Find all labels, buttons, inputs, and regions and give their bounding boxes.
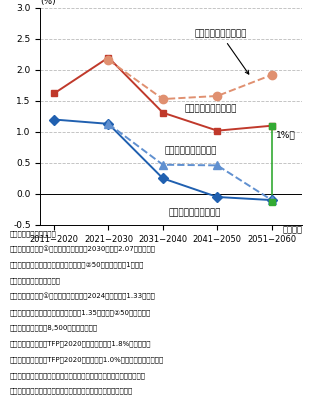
Text: 人口安定：①合計特殊出生率は、2030年度に2.07に上昇し、: 人口安定：①合計特殊出生率は、2030年度に2.07に上昇し、 (9, 246, 155, 253)
Text: 資料）　経済財政諮問会議専門調査会「選択する未来」委員会「成長・: 資料） 経済財政諮問会議専門調査会「選択する未来」委員会「成長・ (9, 372, 145, 378)
Text: 度を維持: 度を維持 (9, 277, 60, 284)
Text: 生産性停滞：TFPが2020年代初頭で1.0%程度の上昇にとどまる: 生産性停滞：TFPが2020年代初頭で1.0%程度の上昇にとどまる (9, 356, 164, 363)
Text: (%): (%) (40, 0, 56, 6)
Text: （年度）: （年度） (283, 225, 303, 234)
Text: は8,500万人程度に減少: は8,500万人程度に減少 (9, 325, 97, 332)
Text: その後同水準を維持、②50年後の人口は1億人程: その後同水準を維持、②50年後の人口は1億人程 (9, 262, 144, 268)
Text: 生産性停滞・人口安定: 生産性停滞・人口安定 (165, 146, 217, 156)
Text: 発展ワーキング・グループ報告書」より国土交通省作成: 発展ワーキング・グループ報告書」より国土交通省作成 (9, 388, 132, 394)
Text: 生産性停滞・人口減少: 生産性停滞・人口減少 (168, 209, 221, 218)
Text: 1%強: 1%強 (276, 131, 296, 140)
Text: 生産性向上・人口減少: 生産性向上・人口減少 (185, 105, 237, 113)
Text: し、その後おおむね1.35で維持、②50年後の人口: し、その後おおむね1.35で維持、②50年後の人口 (9, 309, 151, 316)
Text: 生産性向上・人口安定: 生産性向上・人口安定 (194, 29, 249, 74)
Text: （注）　シナリオの仮定: （注） シナリオの仮定 (9, 230, 56, 237)
Text: 人口減少：①合計特殊出生率は、2024年度までに1.33に低下: 人口減少：①合計特殊出生率は、2024年度までに1.33に低下 (9, 293, 155, 300)
Text: 生産性向上：TFPが2020年代初頭までに1.8%程度へ上昇: 生産性向上：TFPが2020年代初頭までに1.8%程度へ上昇 (9, 341, 151, 347)
